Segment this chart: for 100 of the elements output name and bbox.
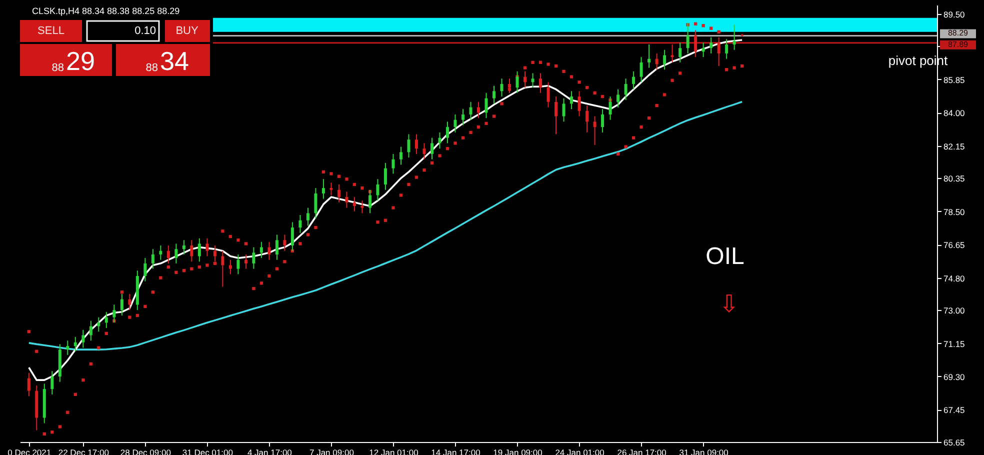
- y-tick-label: 82.15: [944, 141, 966, 152]
- candlestick: [89, 320, 92, 342]
- ref-line-label: 88.29: [948, 28, 969, 38]
- candlestick: [570, 90, 574, 110]
- candlestick: [461, 108, 464, 126]
- annotation: SELL: [38, 25, 64, 37]
- annotation: 34: [160, 46, 189, 76]
- candlestick: [298, 214, 302, 234]
- candlestick: [252, 246, 256, 270]
- annotation: BUY: [176, 25, 199, 37]
- y-tick-label: 74.80: [944, 273, 966, 284]
- candlestick: [454, 114, 457, 133]
- candlestick: [524, 70, 527, 88]
- candlestick: [376, 178, 380, 202]
- candlestick: [477, 101, 480, 119]
- candlestick: [663, 49, 666, 70]
- candlestick: [283, 234, 286, 252]
- candlestick: [640, 56, 643, 83]
- y-tick-label: 73.00: [944, 306, 966, 316]
- candlestick: [554, 96, 558, 135]
- y-tick-label: 67.45: [944, 405, 966, 416]
- candlestick: [352, 196, 356, 212]
- candlestick: [268, 241, 271, 260]
- candlestick: [166, 244, 170, 264]
- candlestick: [702, 42, 705, 58]
- candlestick: [27, 372, 30, 397]
- ref-line-label: 87.89: [948, 40, 969, 49]
- y-tick-label: 76.65: [944, 240, 966, 250]
- candlestick: [144, 258, 147, 282]
- candlestick: [632, 70, 636, 90]
- candlestick: [539, 72, 542, 94]
- y-tick-label: 65.65: [944, 438, 966, 448]
- annotation: 0.10: [134, 25, 156, 37]
- candlestick: [732, 24, 736, 50]
- candlestick: [104, 311, 108, 329]
- candlestick: [655, 52, 658, 70]
- candlestick: [678, 42, 682, 63]
- annotation: ⇩: [719, 291, 739, 318]
- y-tick-label: 84.00: [944, 108, 966, 118]
- candlestick: [399, 146, 402, 166]
- annotation: 88: [146, 62, 158, 74]
- y-tick-label: 69.30: [944, 372, 966, 382]
- candlestick: [50, 370, 54, 395]
- candlestick: [74, 336, 77, 352]
- annotation: OIL: [706, 243, 744, 270]
- candlestick: [360, 200, 364, 214]
- annotation: 29: [66, 46, 95, 76]
- candlestick: [384, 162, 387, 190]
- candlestick: [314, 188, 318, 220]
- candlestick: [562, 98, 566, 122]
- candlestick: [275, 234, 278, 260]
- candlestick: [500, 78, 504, 98]
- y-tick-label: 89.50: [944, 9, 966, 20]
- candlestick: [260, 241, 263, 259]
- candlestick: [648, 44, 651, 68]
- candlestick: [446, 121, 449, 144]
- candlestick: [198, 238, 201, 262]
- candlestick: [151, 248, 154, 270]
- candlestick: [717, 36, 720, 67]
- candlestick: [97, 316, 100, 332]
- candlestick: [484, 92, 488, 119]
- candlestick: [392, 153, 395, 174]
- candlestick: [221, 250, 224, 288]
- candlestick: [345, 191, 348, 208]
- line-series: [28, 100, 743, 350]
- candlestick: [422, 142, 426, 160]
- candlestick: [710, 36, 713, 54]
- candlestick: [206, 238, 209, 257]
- candlestick: [578, 90, 581, 117]
- candlestick: [593, 116, 596, 146]
- candlestick: [82, 329, 85, 348]
- candlestick: [725, 38, 728, 60]
- candlestick: [244, 254, 248, 270]
- candlestick: [407, 134, 410, 158]
- y-tick-label: 80.35: [944, 174, 966, 184]
- candlestick: [322, 178, 325, 200]
- candlestick: [330, 182, 333, 196]
- candlestick: [159, 244, 162, 260]
- candlestick: [438, 132, 442, 150]
- y-tick-label: 85.85: [944, 74, 966, 85]
- candlestick: [430, 137, 434, 160]
- candlestick: [601, 108, 604, 133]
- candlestick: [228, 259, 232, 275]
- candlestick: [128, 293, 132, 311]
- candlestick: [414, 134, 418, 154]
- candlestick: [694, 30, 698, 58]
- candlestick: [174, 243, 178, 264]
- candlestick: [531, 72, 534, 88]
- y-tick-label: 71.15: [944, 338, 966, 349]
- candlestick: [236, 254, 240, 275]
- candlestick: [586, 105, 589, 133]
- candlestick: [616, 88, 620, 108]
- candlestick: [66, 340, 70, 356]
- candlestick: [546, 82, 550, 108]
- candlestick: [182, 240, 186, 255]
- candlestick: [492, 85, 496, 104]
- candlestick: [337, 184, 340, 203]
- candlestick: [624, 78, 628, 101]
- candlestick: [190, 240, 194, 262]
- annotation: 88: [52, 62, 64, 74]
